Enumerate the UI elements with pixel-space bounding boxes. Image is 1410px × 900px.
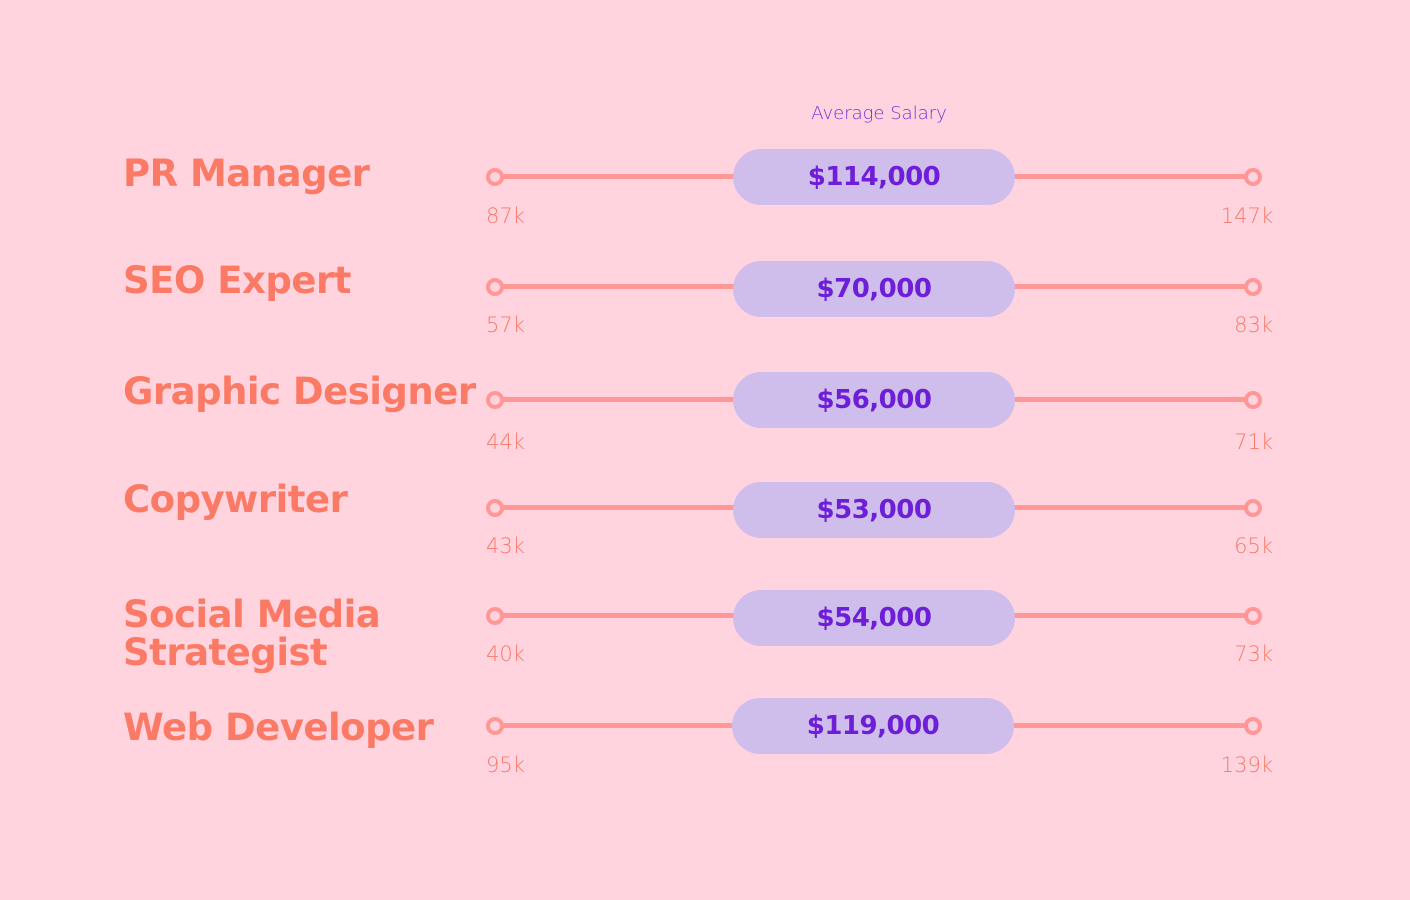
- max-salary-label: 71k: [1234, 430, 1273, 454]
- salary-row-graphic-designer: Graphic Designer $56,000 44k 71k: [0, 363, 1410, 454]
- role-label: Copywriter: [123, 478, 348, 521]
- average-salary-pill: $53,000: [733, 482, 1015, 538]
- salary-row-pr-manager: PR Manager $114,000 87k 147k: [0, 140, 1410, 228]
- max-marker-icon: [1244, 717, 1262, 735]
- min-marker-icon: [486, 391, 504, 409]
- average-salary-header: Average Salary: [811, 103, 947, 124]
- salary-row-copywriter: Copywriter $53,000 43k 65k: [0, 471, 1410, 559]
- max-marker-icon: [1244, 391, 1262, 409]
- min-salary-label: 57k: [486, 313, 525, 337]
- min-marker-icon: [486, 717, 504, 735]
- average-salary-pill: $70,000: [733, 261, 1015, 317]
- min-salary-label: 87k: [486, 204, 525, 228]
- salary-row-seo-expert: SEO Expert $70,000 57k 83k: [0, 250, 1410, 337]
- salary-row-web-developer: Web Developer $119,000 95k 139k: [0, 689, 1410, 777]
- min-marker-icon: [486, 168, 504, 186]
- max-salary-label: 73k: [1234, 642, 1273, 666]
- min-salary-label: 40k: [486, 642, 525, 666]
- max-marker-icon: [1244, 607, 1262, 625]
- max-salary-label: 65k: [1234, 534, 1273, 558]
- min-salary-label: 95k: [486, 753, 525, 777]
- min-marker-icon: [486, 499, 504, 517]
- max-marker-icon: [1244, 168, 1262, 186]
- average-salary-pill: $114,000: [733, 149, 1015, 205]
- min-marker-icon: [486, 278, 504, 296]
- average-salary-pill: $56,000: [733, 372, 1015, 428]
- role-label: PR Manager: [123, 152, 370, 195]
- max-salary-label: 83k: [1234, 313, 1273, 337]
- average-salary-pill: $119,000: [732, 698, 1014, 754]
- salary-row-social-media-strategist: Social Media Strategist $54,000 40k 73k: [0, 579, 1410, 672]
- average-salary-pill: $54,000: [733, 590, 1015, 646]
- max-marker-icon: [1244, 278, 1262, 296]
- min-salary-label: 43k: [486, 534, 525, 558]
- max-salary-label: 139k: [1220, 753, 1273, 777]
- min-marker-icon: [486, 607, 504, 625]
- max-salary-label: 147k: [1220, 204, 1273, 228]
- role-label: Social Media Strategist: [123, 593, 381, 674]
- role-label: Graphic Designer: [123, 370, 476, 413]
- role-label: SEO Expert: [123, 259, 351, 302]
- role-label: Web Developer: [123, 706, 434, 749]
- min-salary-label: 44k: [486, 430, 525, 454]
- max-marker-icon: [1244, 499, 1262, 517]
